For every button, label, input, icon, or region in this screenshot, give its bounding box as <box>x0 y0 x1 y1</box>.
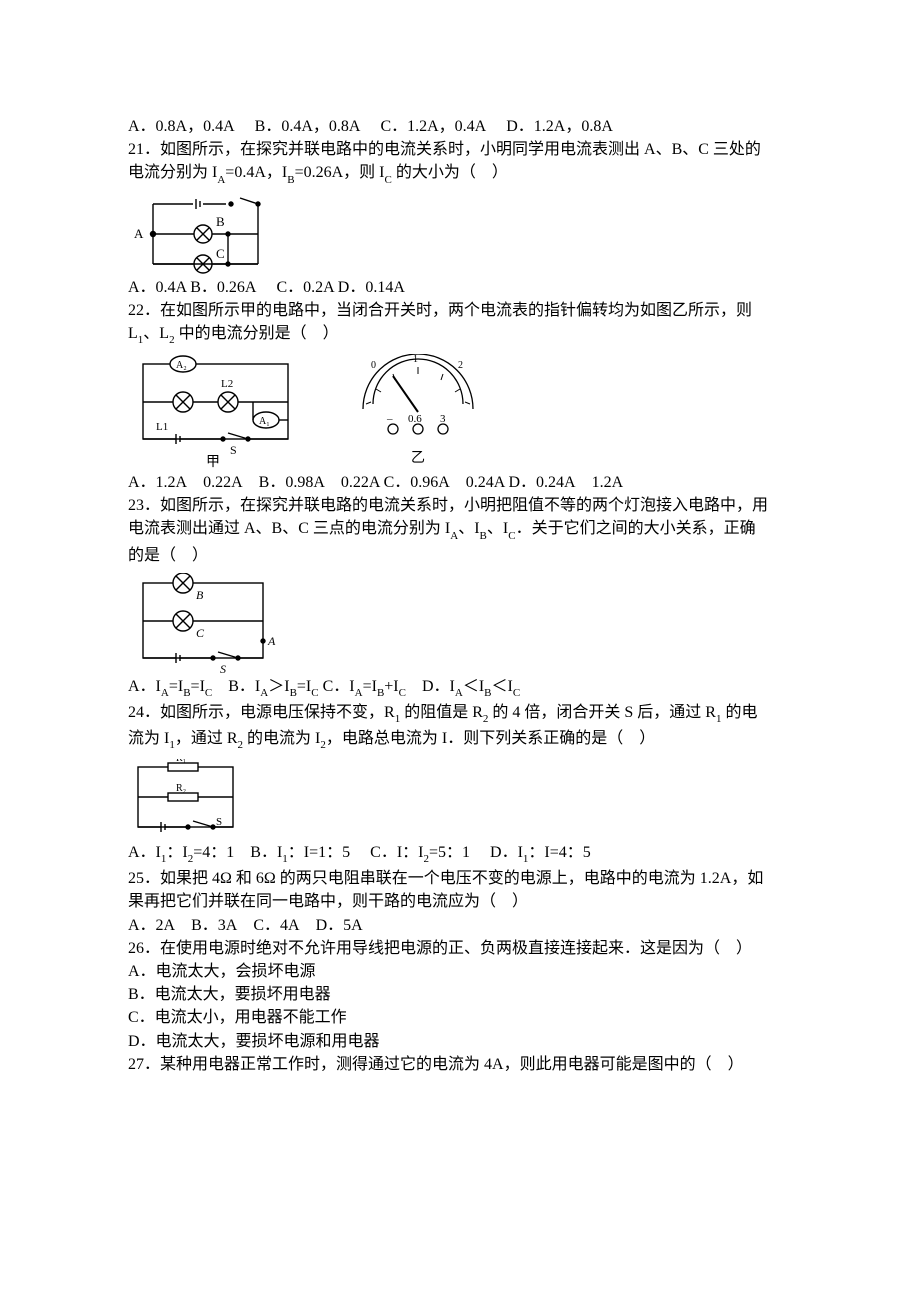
sub-A: A <box>217 174 225 186</box>
q25-options: A．2A B．3A C．4A D．5A <box>128 914 790 937</box>
q22-options: A．1.2A 0.22A B．0.98A 0.22A C．0.96A 0.24A… <box>128 471 790 494</box>
q23-l1: 如图所示，在探究并联电路的电流关系时，小明把阻值不等的两个灯泡接入电路中，用 <box>160 497 768 514</box>
sub-C: C <box>384 174 391 186</box>
q23-line2: 电流表测出通过 A、B、C 三点的电流分别为 IA、IB、IC．关于它们之间的大… <box>128 517 790 543</box>
svg-text:R₁: R₁ <box>176 759 186 764</box>
q21-l2-a: 电流分别为 I <box>128 164 217 181</box>
q25-line1: 25．如果把 4Ω 和 6Ω 的两只电阻串联在一个电压不变的电源上，电路中的电流… <box>128 867 790 890</box>
svg-text:B: B <box>216 214 225 229</box>
svg-text:0: 0 <box>371 360 376 371</box>
q23-figure: B C S A <box>128 573 790 673</box>
q23-line1: 23．如图所示，在探究并联电路的电流关系时，小明把阻值不等的两个灯泡接入电路中，… <box>128 494 790 517</box>
svg-text:1: 1 <box>413 354 418 365</box>
q21-figure: A B C <box>128 194 790 274</box>
meter-3: 3 <box>440 413 446 425</box>
q21-number: 21． <box>128 141 160 158</box>
q24-circuit-svg: R₁ R₂ S <box>128 759 248 839</box>
q24-number: 24． <box>128 704 160 721</box>
q22-number: 22． <box>128 302 160 319</box>
svg-text:S: S <box>220 662 226 673</box>
q23-number: 23． <box>128 497 160 514</box>
svg-text:L2: L2 <box>221 378 233 390</box>
q22-circuit-svg: A₂ L2 A₁ L1 <box>128 354 303 469</box>
q26-number: 26． <box>128 940 160 957</box>
q23-circuit-svg: B C S A <box>128 573 278 673</box>
svg-text:A: A <box>134 226 144 241</box>
q26-opt-d: D．电流太大，要损坏电源和用电器 <box>128 1030 790 1053</box>
q21-l2-d: 的大小为（ ） <box>392 164 508 181</box>
q26-opt-b: B．电流太大，要损坏用电器 <box>128 983 790 1006</box>
svg-text:S: S <box>230 443 237 457</box>
q21-line2: 电流分别为 IA=0.4A，IB=0.26A，则 IC 的大小为（ ） <box>128 161 790 187</box>
svg-text:C: C <box>216 246 225 261</box>
q23-line3: 的是（ ） <box>128 544 790 567</box>
q22-line1: 22．在如图所示甲的电路中，当闭合开关时，两个电流表的指针偏转均为如图乙所示，则 <box>128 299 790 322</box>
q22-meter-svg: 0 1 2 – 0.6 3 乙 <box>343 354 493 469</box>
svg-text:S: S <box>216 816 222 828</box>
q21-l2-c: =0.26A，则 I <box>295 164 385 181</box>
svg-text:B: B <box>196 588 204 602</box>
meter-minus: – <box>386 413 393 425</box>
sub-B: B <box>287 174 294 186</box>
q25-line2: 果再把它们并联在同一电路中，则干路的电流应为（ ） <box>128 890 790 913</box>
q23-l2-a: 电流表测出通过 A、B、C 三点的电流分别为 I <box>128 520 450 537</box>
q21-options: A．0.4A B．0.26A C．0.2A D．0.14A <box>128 276 790 299</box>
q23-options: A．IA=IB=IC B．IA＞IB=IC C．IA=IB+IC D．IA＜IB… <box>128 675 790 701</box>
svg-text:L1: L1 <box>156 421 168 433</box>
q22-line2: L1、L2 中的电流分别是（ ） <box>128 322 790 348</box>
q22-l2-b: 、L <box>143 325 169 342</box>
q26-opt-a: A．电流太大，会损坏电源 <box>128 960 790 983</box>
q22-caption-yi: 乙 <box>411 450 425 466</box>
q24-options: A．I1：I2=4：1 B．I1：I=1：5 C．I：I2=5：1 D．I1：I… <box>128 841 790 867</box>
svg-text:2: 2 <box>458 360 463 371</box>
q21-l2-b: =0.4A，I <box>225 164 287 181</box>
q27-number: 27． <box>128 1056 160 1073</box>
svg-text:A₁: A₁ <box>259 416 270 427</box>
q27-line1: 27．某种用电器正常工作时，测得通过它的电流为 4A，则此用电器可能是图中的（ … <box>128 1053 790 1076</box>
q26-opt-c: C．电流太小，用电器不能工作 <box>128 1006 790 1029</box>
q22-l2-a: L <box>128 325 138 342</box>
q21-l1: 如图所示，在探究并联电路中的电流关系时，小明同学用电流表测出 A、B、C 三处的 <box>160 141 761 158</box>
sub-2: 2 <box>169 334 175 346</box>
q22-figure: A₂ L2 A₁ L1 <box>128 354 790 469</box>
q26-line1: 26．在使用电源时绝对不允许用导线把电源的正、负两极直接连接起来．这是因为（ ） <box>128 937 790 960</box>
q24-line1: 24．如图所示，电源电压保持不变，R1 的阻值是 R2 的 4 倍，闭合开关 S… <box>128 701 790 727</box>
exam-page: A．0.8A，0.4A B．0.4A，0.8A C．1.2A，0.4A D．1.… <box>0 0 920 1302</box>
q22-l1: 在如图所示甲的电路中，当闭合开关时，两个电流表的指针偏转均为如图乙所示，则 <box>160 302 752 319</box>
q22-caption-jia: 甲 <box>206 455 220 469</box>
q24-figure: R₁ R₂ S <box>128 759 790 839</box>
svg-text:C: C <box>196 626 205 640</box>
svg-text:R₂: R₂ <box>176 783 186 794</box>
q20-options: A．0.8A，0.4A B．0.4A，0.8A C．1.2A，0.4A D．1.… <box>128 115 790 138</box>
svg-text:A₂: A₂ <box>176 360 187 371</box>
meter-06: 0.6 <box>408 413 422 425</box>
svg-text:A: A <box>267 634 276 648</box>
q25-number: 25． <box>128 870 160 887</box>
q24-line2: 流为 I1，通过 R2 的电流为 I2，电路总电流为 I．则下列关系正确的是（ … <box>128 727 790 753</box>
q21-circuit-svg: A B C <box>128 194 273 274</box>
sub-1: 1 <box>138 334 144 346</box>
q22-l2-c: 中的电流分别是（ ） <box>175 325 339 342</box>
q21-line1: 21．如图所示，在探究并联电路中的电流关系时，小明同学用电流表测出 A、B、C … <box>128 138 790 161</box>
